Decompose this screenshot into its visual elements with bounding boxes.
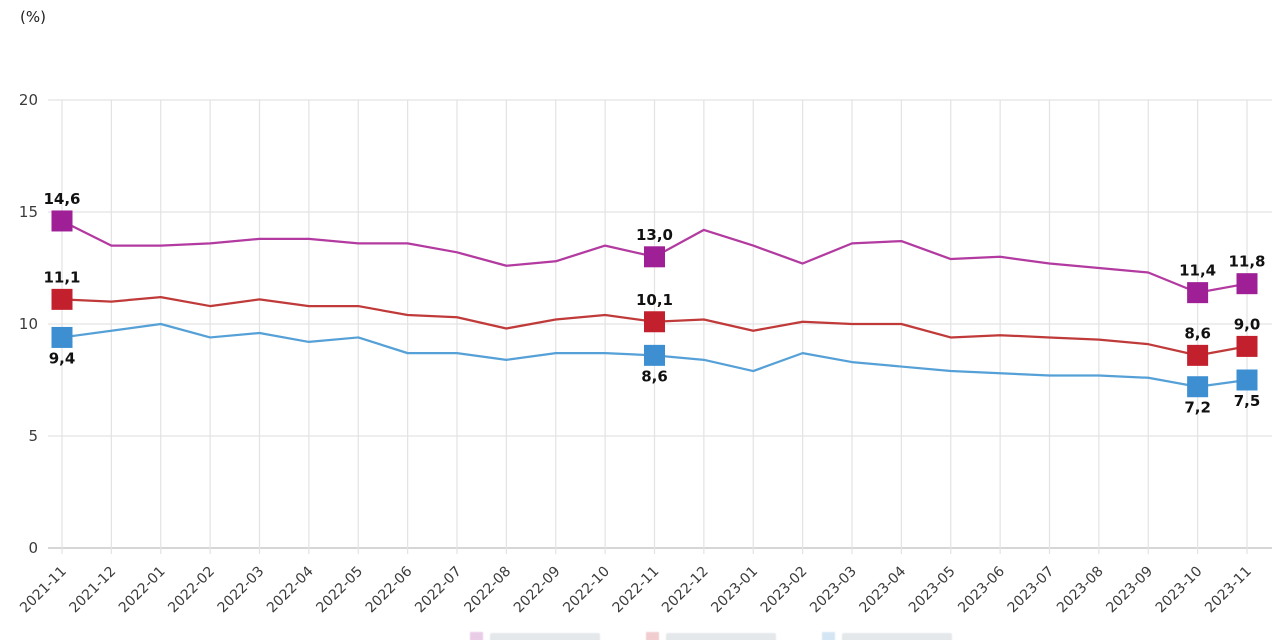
x-tick-label: 2022-02 — [165, 564, 218, 617]
legend-swatch-icon — [470, 632, 483, 640]
x-tick-label: 2021-12 — [67, 564, 120, 617]
x-tick-label: 2022-09 — [511, 564, 564, 617]
value-label: 9,4 — [49, 349, 76, 367]
series-red-marker — [51, 288, 73, 310]
x-tick-label: 2022-08 — [462, 564, 515, 617]
x-tick-label: 2022-11 — [610, 564, 663, 617]
x-tick-label: 2022-04 — [264, 563, 317, 616]
series-blue-marker — [51, 326, 73, 348]
x-tick-label: 2023-11 — [1202, 564, 1255, 617]
y-tick-label: 20 — [19, 91, 38, 109]
x-tick-label: 2022-06 — [363, 563, 416, 616]
value-label: 11,4 — [1179, 262, 1216, 280]
x-tick-label: 2023-02 — [758, 564, 811, 617]
x-tick-label: 2023-06 — [955, 563, 1008, 616]
value-label: 11,8 — [1228, 253, 1265, 271]
series-red-marker — [1187, 344, 1209, 366]
y-tick-label: 0 — [28, 539, 38, 557]
series-red-marker — [1236, 335, 1258, 357]
x-tick-label: 2023-03 — [807, 564, 860, 617]
legend-swatch-icon — [822, 632, 835, 640]
y-tick-label: 5 — [28, 427, 38, 445]
y-tick-label: 10 — [19, 315, 38, 333]
series-magenta-marker — [51, 210, 73, 232]
x-tick-label: 2022-07 — [412, 564, 465, 617]
legend-label-clipped — [490, 633, 600, 640]
y-axis-unit-label: (%) — [20, 8, 46, 26]
x-tick-label: 2022-12 — [659, 564, 712, 617]
legend-swatch-icon — [646, 632, 659, 640]
value-label: 7,5 — [1234, 392, 1261, 410]
legend-clipped — [470, 632, 1030, 640]
legend-item — [470, 632, 600, 640]
value-label: 10,1 — [636, 291, 673, 309]
x-tick-label: 2023-01 — [708, 564, 761, 617]
value-label: 9,0 — [1234, 315, 1261, 333]
value-label: 11,1 — [43, 268, 80, 286]
value-label: 13,0 — [636, 226, 673, 244]
series-magenta-marker — [1236, 273, 1258, 295]
series-blue-marker — [1236, 369, 1258, 391]
x-tick-label: 2023-10 — [1153, 564, 1206, 617]
series-blue-marker — [1187, 376, 1209, 398]
series-magenta-marker — [644, 246, 665, 268]
value-label: 8,6 — [1184, 324, 1211, 342]
legend-item — [646, 632, 776, 640]
series-red-marker — [644, 311, 665, 333]
legend-label-clipped — [842, 633, 952, 640]
value-label: 7,2 — [1184, 399, 1211, 417]
series-blue-marker — [644, 344, 665, 366]
x-tick-label: 2022-05 — [313, 564, 366, 617]
y-tick-label: 15 — [19, 203, 38, 221]
x-tick-label: 2023-09 — [1103, 564, 1156, 617]
x-tick-label: 2021-11 — [17, 564, 70, 617]
x-tick-label: 2023-08 — [1054, 564, 1107, 617]
series-magenta-marker — [1187, 282, 1209, 304]
legend-label-clipped — [666, 633, 776, 640]
x-tick-label: 2023-05 — [906, 564, 959, 617]
x-tick-label: 2022-03 — [215, 564, 268, 617]
x-tick-label: 2022-01 — [116, 564, 169, 617]
value-label: 14,6 — [43, 190, 80, 208]
x-tick-label: 2023-07 — [1005, 564, 1058, 617]
legend-item — [822, 632, 952, 640]
x-tick-label: 2022-10 — [560, 564, 613, 617]
value-label: 8,6 — [641, 367, 668, 385]
x-tick-label: 2023-04 — [857, 563, 910, 616]
